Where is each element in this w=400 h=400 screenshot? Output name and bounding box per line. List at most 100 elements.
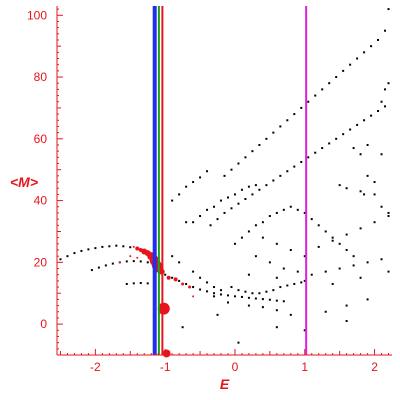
x-tick-label: -1 bbox=[160, 360, 171, 374]
data-point bbox=[166, 275, 171, 280]
data-point bbox=[199, 276, 202, 279]
data-point bbox=[254, 255, 257, 258]
data-point bbox=[317, 245, 320, 248]
data-point bbox=[279, 174, 282, 177]
data-point bbox=[139, 282, 142, 285]
data-point bbox=[230, 168, 233, 171]
data-point bbox=[240, 295, 243, 298]
data-point bbox=[237, 202, 240, 205]
data-point bbox=[359, 227, 362, 230]
data-point bbox=[132, 260, 135, 263]
data-point bbox=[272, 179, 275, 182]
data-point bbox=[125, 260, 128, 263]
data-point bbox=[209, 224, 212, 227]
data-point bbox=[265, 184, 268, 187]
data-point bbox=[321, 88, 324, 91]
data-point bbox=[181, 282, 185, 286]
data-point bbox=[118, 261, 121, 264]
data-point bbox=[220, 293, 223, 296]
data-point bbox=[80, 249, 83, 252]
data-point bbox=[275, 299, 278, 302]
data-point bbox=[258, 292, 261, 295]
data-point bbox=[261, 236, 264, 239]
data-point bbox=[345, 233, 348, 236]
data-point bbox=[213, 292, 216, 295]
data-point bbox=[272, 289, 275, 292]
data-point bbox=[289, 248, 292, 251]
data-point bbox=[185, 221, 188, 224]
data-point bbox=[171, 199, 174, 202]
data-point bbox=[139, 260, 142, 263]
data-point bbox=[384, 88, 387, 91]
data-point bbox=[387, 215, 390, 218]
data-point bbox=[335, 137, 338, 140]
data-point bbox=[387, 8, 390, 11]
data-point bbox=[261, 298, 264, 301]
data-point bbox=[286, 170, 289, 173]
data-point bbox=[359, 153, 362, 156]
data-point bbox=[324, 230, 327, 233]
data-point bbox=[377, 110, 380, 113]
data-point bbox=[178, 193, 181, 196]
y-tick-label: 60 bbox=[34, 132, 48, 146]
data-point bbox=[206, 170, 209, 173]
data-point bbox=[247, 273, 250, 276]
x-axis-label: E bbox=[220, 376, 230, 392]
data-point bbox=[233, 242, 236, 245]
data-point bbox=[314, 94, 317, 97]
data-point bbox=[135, 246, 140, 251]
data-point bbox=[244, 156, 247, 159]
data-point bbox=[132, 245, 135, 248]
data-point bbox=[247, 296, 250, 299]
data-point bbox=[363, 51, 366, 54]
data-point bbox=[162, 349, 171, 358]
data-point bbox=[258, 188, 261, 191]
data-point bbox=[237, 341, 240, 344]
data-point bbox=[387, 270, 390, 273]
data-point bbox=[199, 176, 202, 179]
data-point bbox=[59, 258, 62, 261]
axes-layer bbox=[56, 6, 392, 356]
data-point bbox=[310, 273, 313, 276]
data-point bbox=[275, 326, 278, 329]
data-point bbox=[244, 198, 247, 201]
data-point bbox=[324, 270, 327, 273]
data-point bbox=[185, 282, 188, 285]
data-point bbox=[345, 304, 348, 307]
data-point bbox=[132, 282, 135, 285]
data-point bbox=[237, 162, 240, 165]
data-point bbox=[314, 151, 317, 154]
data-point bbox=[377, 38, 380, 41]
data-point bbox=[373, 181, 376, 184]
data-point bbox=[178, 261, 181, 264]
data-point bbox=[258, 143, 261, 146]
x-tick-label: 2 bbox=[371, 360, 378, 374]
data-point bbox=[289, 205, 292, 208]
data-point bbox=[94, 247, 97, 250]
data-point bbox=[275, 276, 278, 279]
data-point bbox=[265, 137, 268, 140]
data-point bbox=[331, 282, 334, 285]
data-point bbox=[380, 258, 383, 261]
data-point bbox=[111, 262, 114, 265]
y-tick-label: 20 bbox=[34, 255, 48, 269]
data-point bbox=[328, 142, 331, 145]
data-point bbox=[387, 211, 390, 214]
data-point bbox=[275, 242, 278, 245]
data-point bbox=[226, 196, 229, 199]
y-tick-label: 100 bbox=[27, 8, 47, 22]
data-point bbox=[342, 69, 345, 72]
data-point bbox=[331, 236, 334, 239]
data-point bbox=[303, 279, 306, 282]
data-point bbox=[300, 106, 303, 109]
data-point bbox=[244, 290, 247, 293]
y-tick-label: 40 bbox=[34, 194, 48, 208]
data-point bbox=[216, 313, 219, 316]
data-point bbox=[307, 100, 310, 103]
data-point bbox=[380, 153, 383, 156]
data-point bbox=[384, 29, 387, 32]
data-point bbox=[233, 193, 236, 196]
data-point bbox=[146, 261, 149, 264]
data-point bbox=[331, 239, 334, 242]
